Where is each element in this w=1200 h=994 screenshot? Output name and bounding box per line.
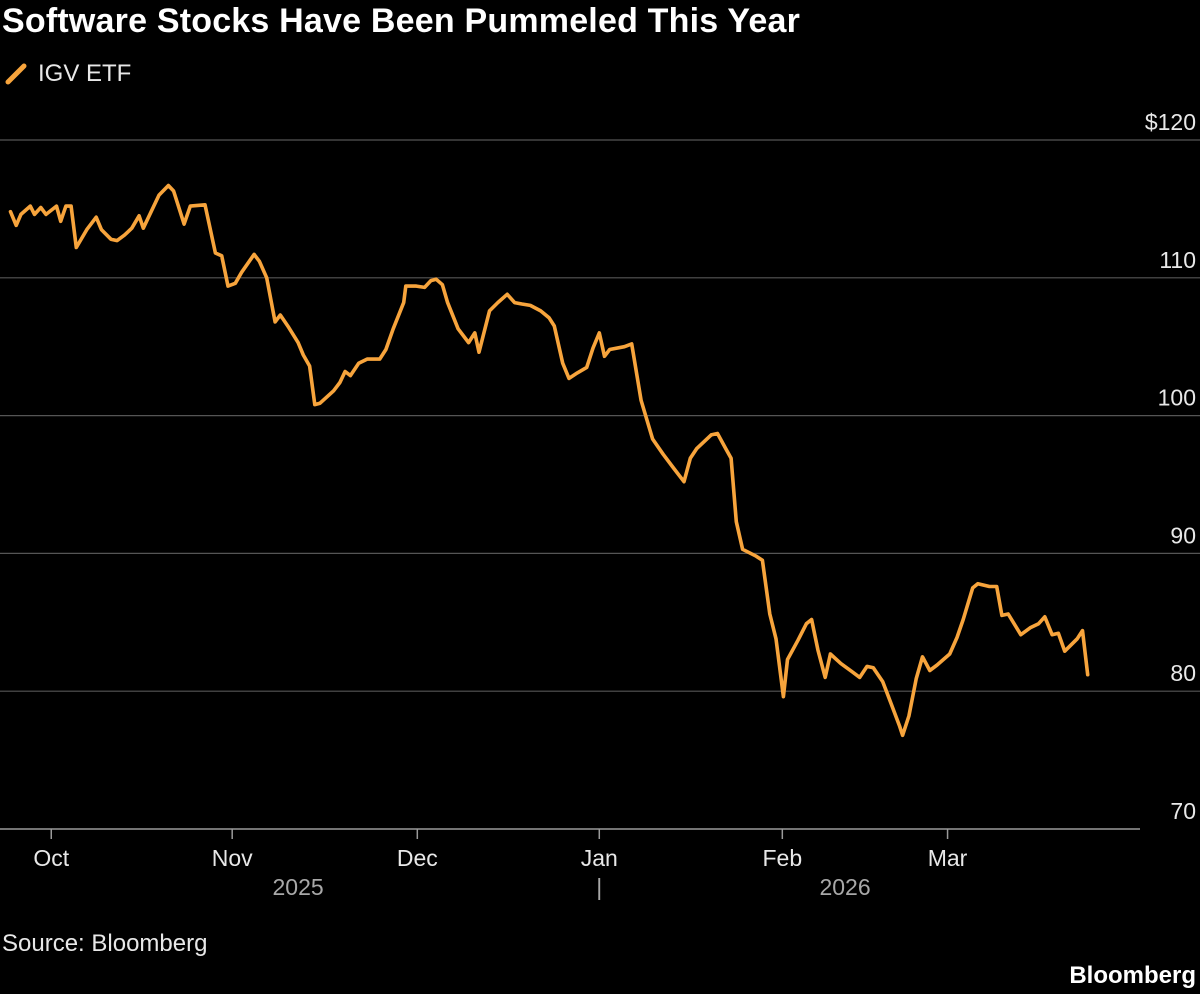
legend-label: IGV ETF bbox=[38, 60, 132, 87]
y-tick-label: 100 bbox=[1158, 385, 1196, 411]
y-tick-label: 110 bbox=[1159, 247, 1196, 273]
y-tick-label: $120 bbox=[1145, 109, 1196, 135]
x-tick-label: Nov bbox=[212, 845, 253, 871]
x-tick-label: Oct bbox=[33, 845, 69, 871]
x-year-label: 2026 bbox=[819, 874, 870, 900]
x-tick-label: Feb bbox=[762, 845, 802, 871]
x-tick-label: Mar bbox=[928, 845, 968, 871]
line-chart: 70 80 90 100 110 $120 Oct Nov Dec Jan Feb Mar 2025 20… bbox=[0, 109, 1200, 900]
bloomberg-logo: Bloomberg bbox=[1069, 962, 1196, 989]
x-tick-label: Dec bbox=[397, 845, 438, 871]
legend-line-icon bbox=[5, 63, 27, 85]
x-year-label: 2025 bbox=[272, 874, 323, 900]
y-tick-label: 90 bbox=[1170, 522, 1196, 548]
y-tick-label: 80 bbox=[1170, 660, 1196, 686]
legend: IGV ETF bbox=[4, 60, 131, 88]
x-tick-label: Jan bbox=[581, 845, 618, 871]
source-note: Source: Bloomberg bbox=[2, 930, 208, 957]
y-tick-label: 70 bbox=[1170, 798, 1196, 824]
chart-title: Software Stocks Have Been Pummeled This … bbox=[2, 2, 801, 40]
x-year-separator: | bbox=[596, 874, 602, 900]
series-line-igv-etf bbox=[8, 183, 1090, 738]
